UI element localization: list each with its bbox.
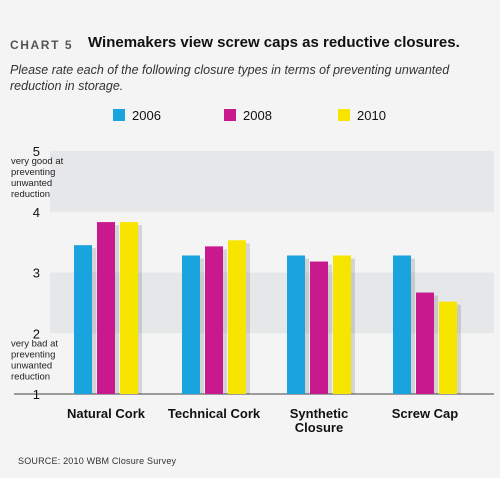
y-tick-label: 5	[33, 144, 40, 159]
bar-2006-natural-cork	[74, 245, 92, 394]
bar-2006-technical-cork	[182, 255, 200, 394]
y-tick-label: 3	[33, 266, 40, 281]
bar-2010-screw-cap	[439, 301, 457, 394]
bar-2006-synthetic-closure	[287, 255, 305, 394]
y-tick-annotation: very good at preventing unwanted reduction	[11, 156, 64, 200]
bar-2008-natural-cork	[97, 222, 115, 394]
legend-label-2006: 2006	[132, 108, 161, 123]
legend-swatch-2010	[338, 109, 350, 121]
legend: 2006 2008 2010	[113, 108, 386, 123]
bars	[74, 222, 461, 394]
bar-2006-screw-cap	[393, 255, 411, 394]
legend-label-2008: 2008	[243, 108, 272, 123]
x-axis: Natural Cork Technical Cork Synthetic Closu…	[67, 406, 458, 435]
bar-2008-synthetic-closure	[310, 261, 328, 394]
x-tick-label: Natural Cork	[67, 406, 146, 421]
legend-swatch-2008	[224, 109, 236, 121]
y-tick-label: 4	[33, 205, 40, 220]
chart-kicker: CHART 5	[10, 38, 74, 52]
y-tick-annotation: very bad at preventing unwanted reduction	[11, 338, 58, 382]
plot-band	[50, 151, 494, 212]
legend-swatch-2006	[113, 109, 125, 121]
bar-2010-natural-cork	[120, 222, 138, 394]
y-tick-label: 2	[33, 326, 40, 341]
bar-2008-technical-cork	[205, 246, 223, 394]
source-note: SOURCE: 2010 WBM Closure Survey	[18, 456, 177, 466]
x-tick-label: Screw Cap	[392, 406, 459, 421]
chart-subtitle: Please rate each of the following closur…	[10, 63, 450, 93]
bar-2008-screw-cap	[416, 292, 434, 394]
legend-label-2010: 2010	[357, 108, 386, 123]
bar-2010-synthetic-closure	[333, 255, 351, 394]
chart-title: Winemakers view screw caps as reductive …	[88, 34, 460, 51]
x-tick-label: Synthetic Closure	[290, 406, 349, 435]
y-tick-label: 1	[33, 387, 40, 402]
x-tick-label: Technical Cork	[168, 406, 261, 421]
bar-2010-technical-cork	[228, 240, 246, 394]
